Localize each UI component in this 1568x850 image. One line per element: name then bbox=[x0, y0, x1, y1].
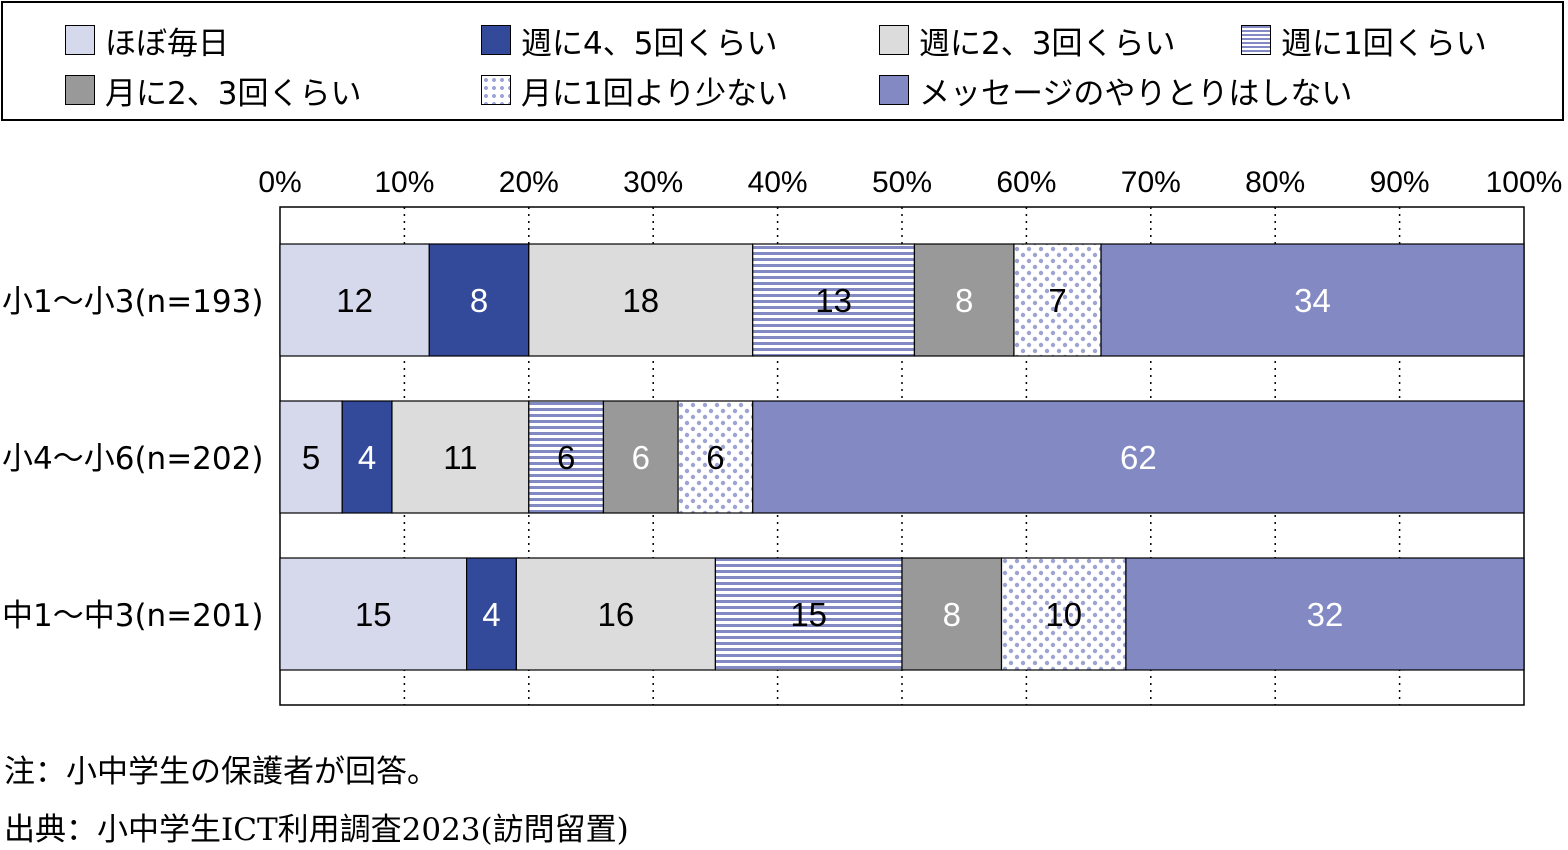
category-label: 小1～小3(n=193) bbox=[2, 284, 263, 320]
data-label: 11 bbox=[443, 439, 477, 476]
x-tick-label: 10% bbox=[374, 166, 434, 199]
legend-item-monthly-less: 月に1回より少ない bbox=[481, 71, 788, 112]
legend-swatch-weekly-2-3 bbox=[879, 25, 909, 55]
stacked-bar-chart: 12 8 18 13 8 7 34 5 4 11 6 6 6 62 15 4 16 15 8 10 32 0% 10% 20… bbox=[2, 166, 1563, 706]
legend-item-monthly-2-3: 月に2、3回くらい bbox=[65, 71, 361, 112]
data-label: 13 bbox=[815, 282, 852, 319]
x-tick-label: 80% bbox=[1245, 166, 1305, 199]
legend-label: ほぼ毎日 bbox=[105, 25, 229, 62]
bar-segment bbox=[428, 243, 530, 357]
legend-label: メッセージのやりとりはしない bbox=[919, 75, 1353, 112]
data-label: 8 bbox=[955, 282, 973, 319]
bar-segment bbox=[528, 400, 605, 514]
legend-label: 週に1回くらい bbox=[1281, 25, 1487, 62]
bar-segment bbox=[677, 400, 754, 514]
x-tick-label: 70% bbox=[1121, 166, 1181, 199]
data-label: 6 bbox=[557, 439, 575, 476]
data-label: 4 bbox=[358, 439, 376, 476]
bar-segment bbox=[279, 243, 430, 357]
x-tick-label: 40% bbox=[748, 166, 808, 199]
bar-segment bbox=[1000, 557, 1127, 671]
legend-item-weekly-1: 週に1回くらい bbox=[1241, 21, 1487, 62]
legend-swatch-monthly-less bbox=[481, 75, 511, 105]
legend-swatch-weekly-1 bbox=[1241, 25, 1271, 55]
data-label: 7 bbox=[1048, 282, 1066, 319]
legend-item-weekly-4-5: 週に4、5回くらい bbox=[481, 21, 777, 62]
data-label: 32 bbox=[1307, 596, 1344, 633]
x-tick-label: 100% bbox=[1486, 166, 1563, 199]
x-tick-label: 50% bbox=[872, 166, 932, 199]
category-label: 小4～小6(n=202) bbox=[2, 441, 263, 477]
x-tick-label: 20% bbox=[499, 166, 559, 199]
bar-segment bbox=[901, 557, 1003, 671]
data-label: 8 bbox=[943, 596, 961, 633]
data-label: 4 bbox=[482, 596, 500, 633]
data-label: 15 bbox=[355, 596, 392, 633]
data-label: 8 bbox=[470, 282, 488, 319]
data-label: 10 bbox=[1045, 596, 1082, 633]
bar-segment bbox=[752, 243, 916, 357]
data-label: 18 bbox=[622, 282, 659, 319]
x-tick-label: 60% bbox=[996, 166, 1056, 199]
x-tick-label: 0% bbox=[258, 166, 301, 199]
bar-segment bbox=[279, 400, 343, 514]
data-label: 16 bbox=[598, 596, 635, 633]
data-label: 15 bbox=[790, 596, 827, 633]
legend-item-weekly-2-3: 週に2、3回くらい bbox=[879, 21, 1175, 62]
bar-segment bbox=[602, 400, 679, 514]
legend-label: 月に2、3回くらい bbox=[105, 75, 362, 112]
bar-segment bbox=[528, 243, 754, 357]
legend: ほぼ毎日 週に4、5回くらい 週に2、3回くらい 週に1回くらい 月に2、3回く… bbox=[1, 1, 1564, 121]
bar-segment bbox=[515, 557, 716, 671]
note-text: 注：小中学生の保護者が回答。 bbox=[4, 754, 438, 790]
legend-item-none: メッセージのやりとりはしない bbox=[879, 71, 1352, 112]
data-label: 5 bbox=[302, 439, 320, 476]
x-tick-label: 90% bbox=[1370, 166, 1430, 199]
bar-segment bbox=[391, 400, 530, 514]
legend-label: 週に4、5回くらい bbox=[521, 25, 778, 62]
data-label: 34 bbox=[1294, 282, 1331, 319]
bar-segment bbox=[714, 557, 903, 671]
legend-swatch-none bbox=[879, 75, 909, 105]
bar-segment bbox=[1100, 243, 1525, 357]
legend-label: 週に2、3回くらい bbox=[919, 25, 1176, 62]
data-label: 12 bbox=[336, 282, 373, 319]
legend-swatch-monthly-2-3 bbox=[65, 75, 95, 105]
data-label: 6 bbox=[706, 439, 724, 476]
data-label: 6 bbox=[632, 439, 650, 476]
legend-swatch-weekly-4-5 bbox=[481, 25, 511, 55]
bar-segment bbox=[341, 400, 393, 514]
x-tick-label: 30% bbox=[623, 166, 683, 199]
category-label: 中1～中3(n=201) bbox=[2, 598, 263, 634]
bar-segment bbox=[752, 400, 1525, 514]
legend-swatch-daily bbox=[65, 25, 95, 55]
bar-segment bbox=[1013, 243, 1102, 357]
bar-segment bbox=[279, 557, 468, 671]
legend-label: 月に1回より少ない bbox=[521, 75, 789, 112]
data-label: 62 bbox=[1120, 439, 1157, 476]
bar-segment bbox=[913, 243, 1015, 357]
bar-segment bbox=[466, 557, 517, 671]
bar-segment bbox=[1125, 557, 1525, 671]
legend-item-daily: ほぼ毎日 bbox=[65, 21, 229, 62]
source-text: 出典：小中学生ICT利用調査2023(訪問留置) bbox=[4, 812, 629, 848]
